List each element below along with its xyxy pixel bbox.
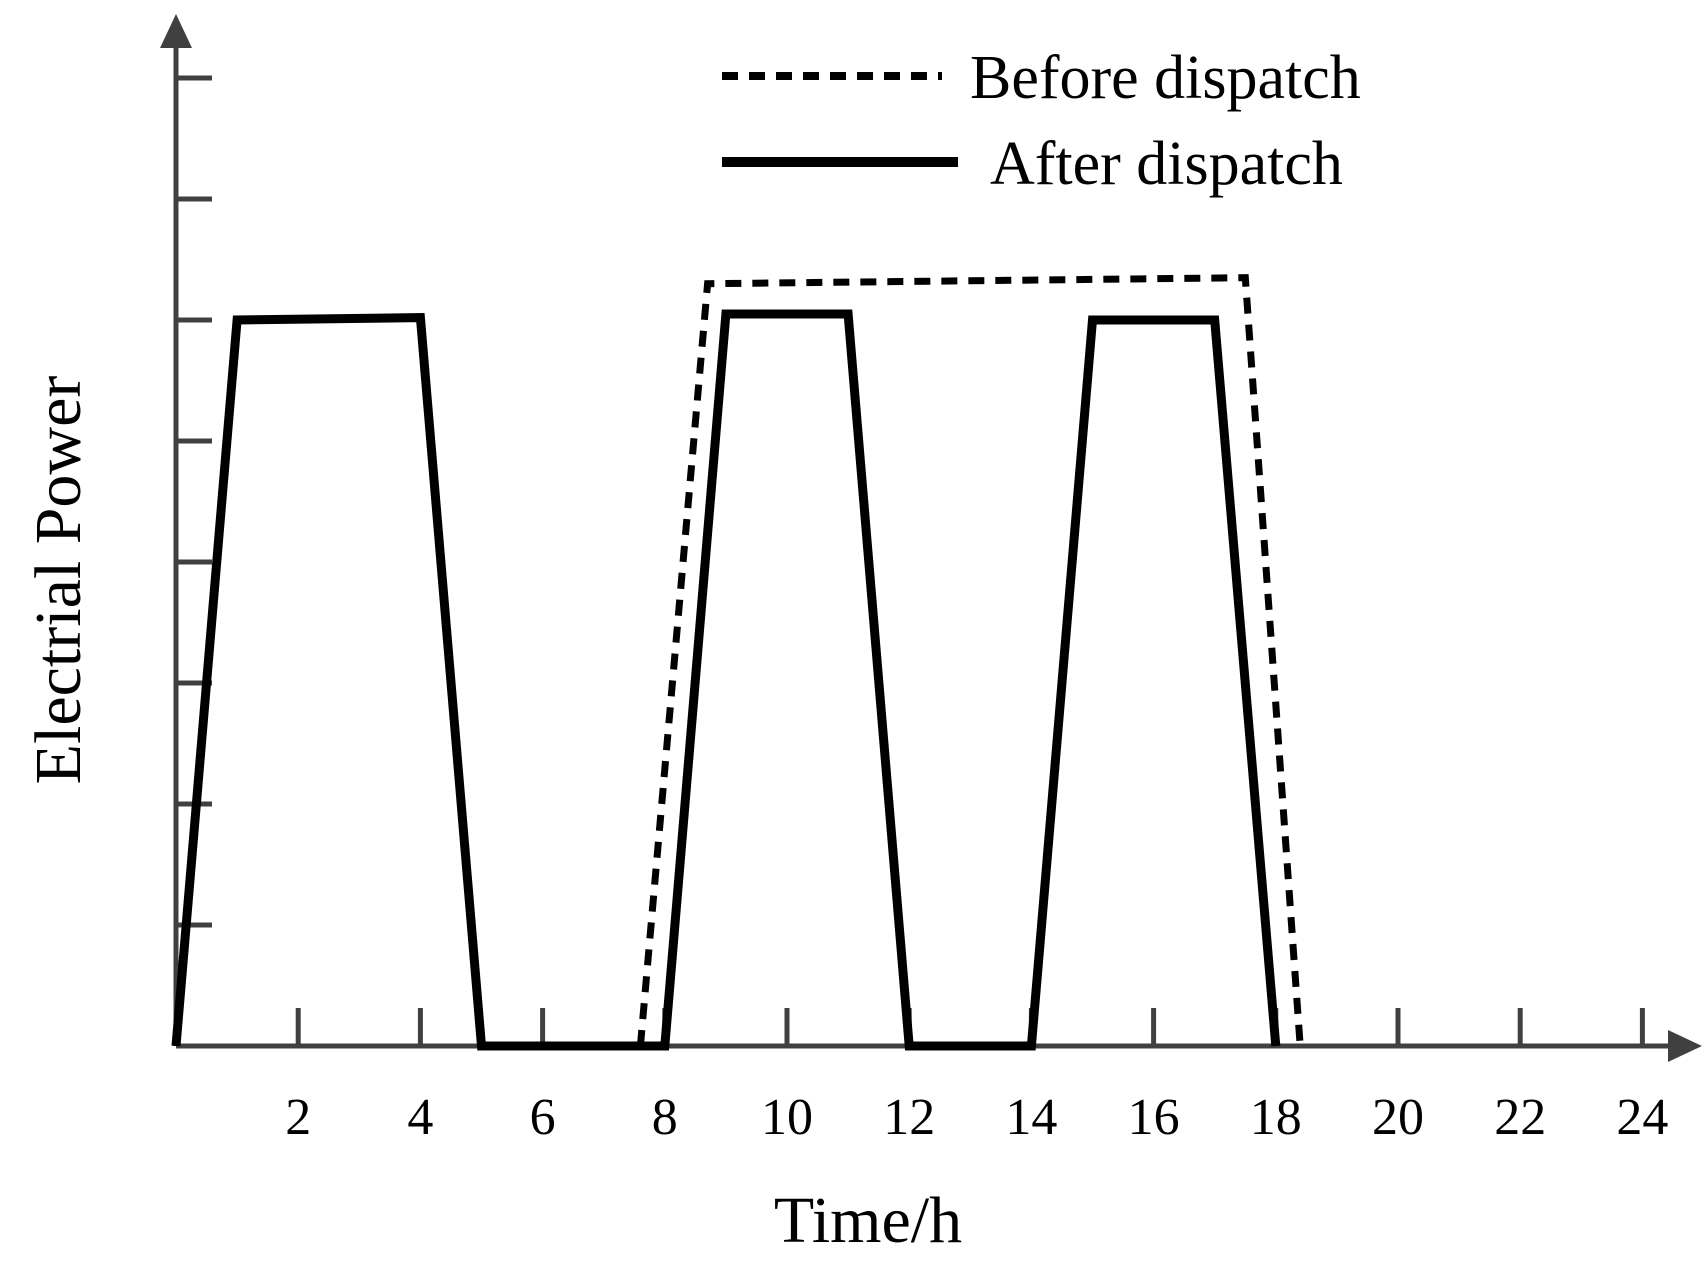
x-tick-label: 10 [761, 1089, 813, 1146]
x-axis-title: Time/h [774, 1184, 962, 1257]
series-layer [171, 274, 1304, 1051]
x-axis: 2 4 6 8 10 12 14 16 18 20 22 24 [176, 1008, 1702, 1146]
x-tick-label: 22 [1494, 1089, 1546, 1146]
x-tick-label: 2 [285, 1089, 311, 1146]
x-tick-label: 18 [1250, 1089, 1302, 1146]
x-tick-label: 14 [1005, 1089, 1057, 1146]
series-line-after-dispatch [171, 309, 1281, 1051]
x-tick-label: 6 [530, 1089, 556, 1146]
y-axis-title: Electrial Power [22, 376, 95, 785]
y-axis-arrow [160, 14, 192, 48]
legend: Before dispatch After dispatch [722, 44, 1361, 198]
x-tick-label: 24 [1616, 1089, 1668, 1146]
legend-label-after-dispatch: After dispatch [990, 130, 1343, 198]
x-tick-label: 20 [1372, 1089, 1424, 1146]
x-tick-label: 8 [652, 1089, 678, 1146]
x-tick-label: 16 [1128, 1089, 1180, 1146]
x-axis-arrow [1668, 1030, 1702, 1062]
x-tick-label: 4 [407, 1089, 433, 1146]
x-ticks: 2 4 6 8 10 12 14 16 18 20 22 24 [285, 1008, 1668, 1146]
x-tick-label: 12 [883, 1089, 935, 1146]
series-line-before-dispatch [636, 274, 1304, 1047]
legend-label-before-dispatch: Before dispatch [970, 44, 1361, 112]
